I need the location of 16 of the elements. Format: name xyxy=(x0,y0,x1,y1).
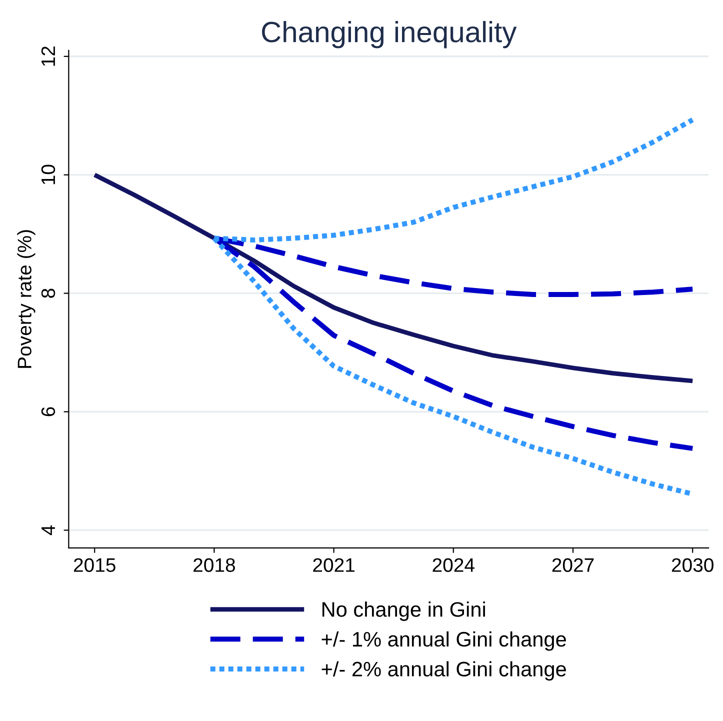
y-axis-title: Poverty rate (%) xyxy=(17,230,36,368)
x-tick-label: 2015 xyxy=(74,558,116,572)
x-tick-label: 2027 xyxy=(552,558,594,572)
y-tick-label: 8 xyxy=(41,288,56,298)
x-tick-label: 2030 xyxy=(672,558,714,572)
x-tick-label: 2018 xyxy=(194,558,235,572)
legend-label: +/- 2% annual Gini change xyxy=(322,661,566,681)
y-tick-label: 6 xyxy=(41,407,56,416)
x-tick-label: 2024 xyxy=(432,558,474,572)
x-tick-label: 2021 xyxy=(313,558,354,572)
legend-label: No change in Gini xyxy=(322,602,485,621)
y-tick-label: 4 xyxy=(42,525,55,536)
legend-label: +/- 1% annual Gini change xyxy=(322,631,566,651)
chart-title: Changing inequality xyxy=(262,21,517,48)
y-tick-label: 12 xyxy=(41,46,55,66)
y-tick-label: 10 xyxy=(41,164,56,184)
